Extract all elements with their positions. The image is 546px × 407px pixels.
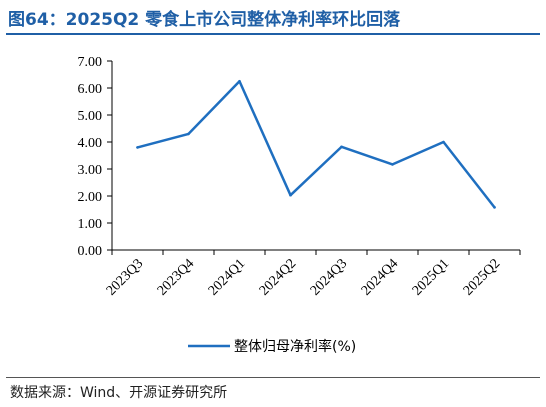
series-line bbox=[136, 80, 496, 209]
figure-title: 图64：2025Q2 零食上市公司整体净利率环比回落 bbox=[8, 10, 401, 30]
legend: 整体归母净利率(%) bbox=[188, 338, 356, 355]
x-tick-label: 2024Q2 bbox=[257, 256, 300, 299]
footer-rule bbox=[6, 377, 540, 378]
data-point bbox=[340, 145, 343, 149]
y-tick-label: 2.00 bbox=[78, 190, 103, 205]
title-rule bbox=[6, 33, 540, 35]
y-tick-label: 5.00 bbox=[78, 109, 103, 124]
data-point bbox=[493, 206, 496, 209]
x-tick-label: 2023Q4 bbox=[155, 256, 198, 299]
series-group bbox=[136, 79, 496, 209]
data-point bbox=[238, 79, 241, 83]
y-tick-label: 6.00 bbox=[78, 82, 103, 97]
data-point bbox=[187, 132, 190, 136]
legend-label: 整体归母净利率(%) bbox=[234, 338, 356, 355]
data-point bbox=[442, 140, 445, 144]
y-tick-label: 7.00 bbox=[78, 55, 103, 70]
y-tick-label: 4.00 bbox=[78, 136, 103, 151]
x-tick-label: 2024Q3 bbox=[308, 256, 351, 299]
data-point bbox=[289, 193, 292, 197]
x-tick-label: 2024Q4 bbox=[359, 256, 402, 299]
line-chart: 0.001.002.003.004.005.006.007.00 2023Q3 2… bbox=[78, 55, 521, 355]
data-point bbox=[136, 146, 139, 149]
x-tick-label: 2025Q1 bbox=[410, 256, 453, 299]
y-axis-ticks: 0.00 1.00 2.00 3.00 4.00 5.00 6.00 7.00 bbox=[78, 55, 112, 259]
chart-axes bbox=[111, 61, 520, 251]
source-note: 数据来源：Wind、开源证券研究所 bbox=[10, 385, 228, 401]
x-axis-ticks: 2023Q3 2023Q4 2024Q1 2024Q2 2024Q3 2024Q4 2025… bbox=[104, 250, 521, 299]
y-tick-label: 0.00 bbox=[78, 244, 103, 259]
x-tick-label: 2025Q2 bbox=[461, 256, 504, 299]
x-tick-label: 2024Q1 bbox=[206, 256, 249, 299]
x-tick-label: 2023Q3 bbox=[104, 256, 147, 299]
data-point bbox=[391, 163, 394, 166]
y-tick-label: 3.00 bbox=[78, 163, 103, 178]
y-tick-label: 1.00 bbox=[78, 217, 103, 232]
